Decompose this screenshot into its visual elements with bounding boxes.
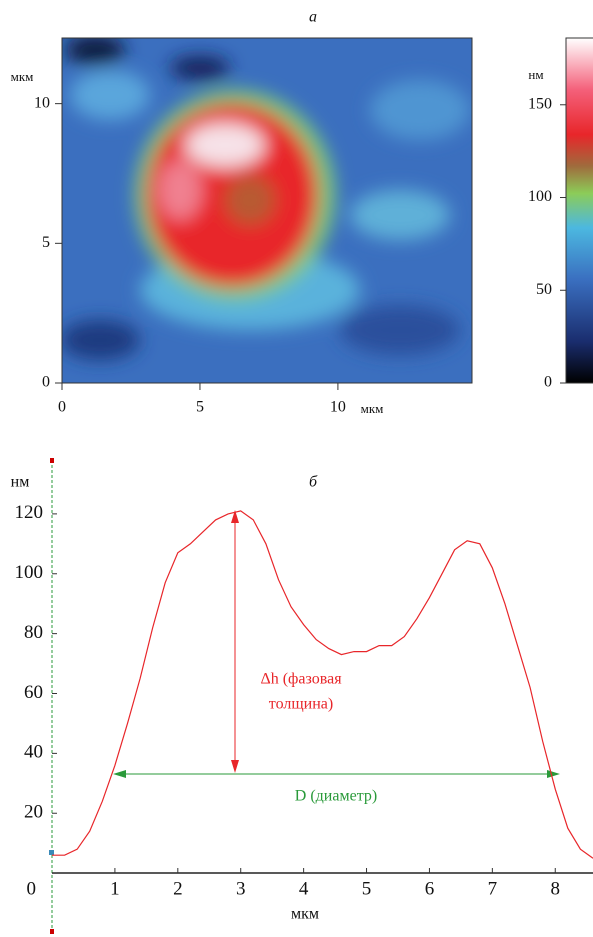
x-tick-label: 7	[488, 878, 498, 899]
y-tick-label: 40	[24, 742, 43, 763]
height-map	[62, 38, 472, 383]
x-tick-label: 5	[196, 399, 204, 416]
map-frame	[61, 37, 473, 384]
colorbar-label: нм	[528, 67, 543, 82]
marker	[50, 929, 54, 934]
y-tick-label: 20	[24, 802, 43, 823]
x-axis-label: мкм	[361, 401, 384, 416]
x-axis-label: мкм	[291, 906, 319, 923]
x-tick-label: 1	[110, 878, 120, 899]
x-tick-label: 3	[236, 878, 246, 899]
y-tick-label: 5	[42, 234, 50, 251]
chart-title: а	[309, 9, 317, 26]
y-axis-label: мкм	[11, 69, 34, 84]
y-tick-label: 60	[24, 682, 43, 703]
y-tick-label: 0	[42, 374, 50, 391]
x-tick-label: 2	[173, 878, 183, 899]
chart-title: б	[309, 474, 318, 491]
y-tick-label: 120	[15, 502, 44, 523]
x-tick-label: 5	[362, 878, 372, 899]
profile-line	[52, 510, 593, 859]
colorbar-tick-label: 150	[528, 95, 552, 112]
x-tick-label: 6	[425, 878, 435, 899]
x-tick-label: 8	[551, 878, 561, 899]
x-tick-label: 10	[330, 399, 346, 416]
y-tick-label: 10	[34, 94, 50, 111]
colorbar-tick-label: 50	[536, 281, 552, 298]
y-tick-label: 100	[15, 562, 44, 583]
annotation: Δh (фазовая	[260, 671, 342, 688]
marker	[49, 850, 54, 855]
annotation: толщина)	[269, 696, 333, 713]
x-tick-label: 0	[58, 399, 66, 416]
colorbar	[565, 37, 593, 384]
marker	[50, 458, 54, 463]
colorbar-tick-label: 100	[528, 188, 552, 205]
colorbar-tick-label: 0	[544, 374, 552, 391]
x-tick-label: 4	[299, 878, 309, 899]
y-tick-label: 0	[27, 878, 37, 899]
annotation: D (диаметр)	[295, 788, 377, 805]
y-tick-label: 80	[24, 622, 43, 643]
y-axis-label: нм	[11, 474, 30, 491]
